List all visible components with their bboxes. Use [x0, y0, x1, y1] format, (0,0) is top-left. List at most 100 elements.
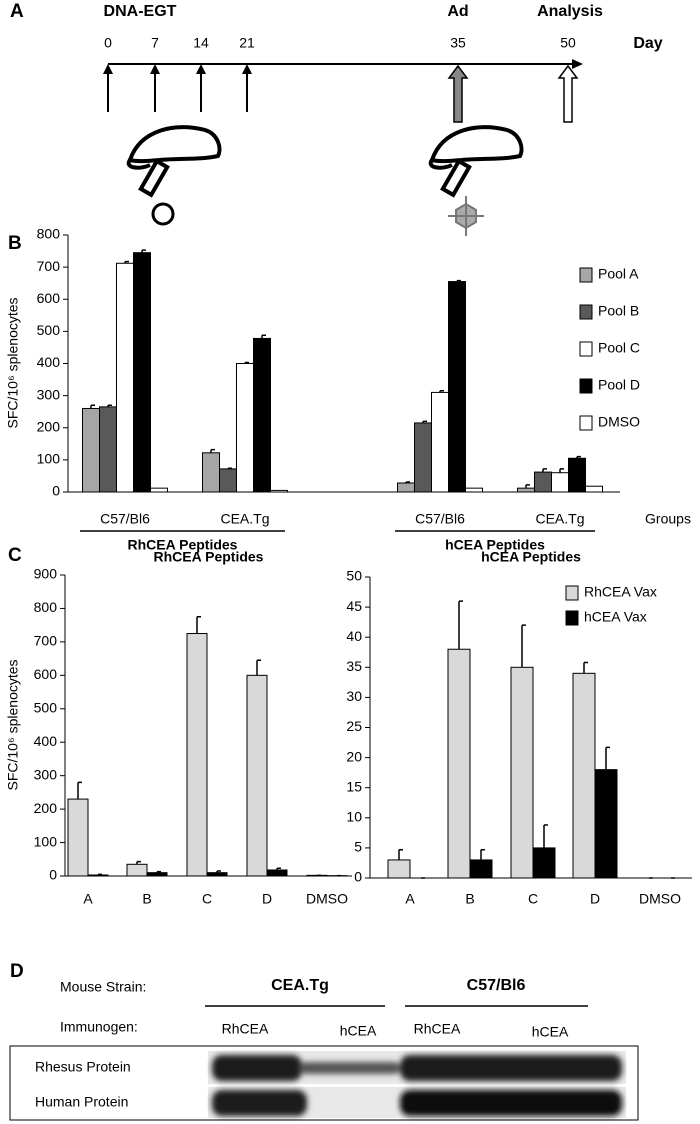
legend-swatch: [565, 610, 579, 626]
blot-row-label: Rhesus Protein: [35, 1059, 131, 1075]
bar: [146, 872, 168, 877]
bar: [469, 859, 493, 879]
chart-title: RhCEA Peptides: [154, 549, 264, 565]
immunogen-header: Immunogen:: [60, 1019, 138, 1035]
error-bar: [542, 468, 547, 473]
strain-header: Mouse Strain:: [60, 979, 146, 995]
error-bar: [256, 659, 261, 676]
mouse-icon: [126, 125, 222, 226]
error-bar: [261, 334, 266, 339]
error-bar: [521, 624, 526, 668]
bar: [206, 872, 228, 877]
error-bar: [90, 404, 95, 409]
y-tick-label: 10: [346, 809, 362, 825]
bar: [532, 847, 556, 879]
x-tick-label: A: [83, 891, 93, 907]
bar: [387, 859, 411, 879]
bar: [236, 363, 254, 493]
block-arrow: [557, 64, 579, 123]
group-label: hCEA Peptides: [445, 537, 545, 553]
y-tick-label: 20: [346, 748, 362, 764]
bar: [572, 672, 596, 879]
bar: [82, 407, 100, 493]
bar: [186, 633, 208, 877]
panel-label: A: [10, 1, 24, 22]
x-tick-label: A: [405, 891, 415, 907]
bar: [266, 869, 288, 877]
error-bar: [156, 870, 161, 873]
y-tick-label: 900: [34, 566, 58, 582]
y-tick-label: 600: [34, 666, 58, 682]
y-tick-label: 200: [37, 418, 61, 434]
day-label: 14: [193, 35, 209, 51]
error-bar: [559, 468, 564, 473]
y-tick-label: 600: [37, 290, 61, 306]
legend-label: Pool A: [598, 266, 639, 282]
x-tick-label: C57/Bl6: [100, 511, 150, 527]
y-tick-label: 40: [346, 628, 362, 644]
timeline-arrowhead: [572, 59, 583, 69]
y-tick-label: 300: [34, 766, 58, 782]
error-bar: [77, 781, 82, 800]
error-bar: [405, 481, 410, 484]
day-label: 7: [151, 35, 159, 51]
legend-swatch: [579, 267, 593, 283]
blot-bands: [212, 1055, 622, 1116]
legend-label: DMSO: [598, 414, 640, 430]
y-tick-label: 35: [346, 658, 362, 674]
error-bar: [458, 600, 463, 650]
bar: [87, 874, 109, 877]
legend-swatch: [579, 415, 593, 431]
error-bar: [525, 484, 530, 489]
bar: [397, 482, 415, 493]
day-label: 0: [104, 35, 112, 51]
mouse-icon: [428, 125, 524, 198]
error-bar: [583, 661, 588, 674]
error-bar: [210, 448, 215, 453]
bar: [133, 252, 151, 493]
error-bar: [543, 824, 548, 848]
y-tick-label: 700: [34, 633, 58, 649]
prime-arrowhead: [103, 64, 113, 74]
bar: [414, 422, 432, 493]
y-tick-label: 50: [346, 568, 362, 584]
bar: [253, 337, 271, 493]
y-tick-label: 0: [49, 867, 57, 883]
y-tick-label: 0: [354, 869, 362, 885]
y-tick-label: 800: [34, 599, 58, 615]
y-tick-label: 30: [346, 688, 362, 704]
y-tick-label: 45: [346, 598, 362, 614]
legend-label: hCEA Vax: [584, 609, 647, 625]
error-bar: [422, 420, 427, 423]
x-tick-label: B: [465, 891, 474, 907]
prime-label: DNA-EGT: [104, 3, 177, 20]
y-tick-label: 100: [34, 833, 58, 849]
x-tick-label: D: [262, 891, 272, 907]
bar: [585, 485, 603, 493]
y-tick-label: 400: [37, 354, 61, 370]
timeline-marks: 0 7 14 21 35 50: [103, 35, 579, 123]
immunogen-label: hCEA: [340, 1023, 377, 1039]
prime-arrowhead: [242, 64, 252, 74]
error-bar: [605, 746, 610, 770]
prime-arrowhead: [196, 64, 206, 74]
y-tick-label: 200: [34, 800, 58, 816]
error-bar: [141, 249, 146, 253]
y-tick-label: 500: [34, 699, 58, 715]
error-bar: [576, 455, 581, 459]
y-tick-label: 0: [52, 483, 60, 499]
error-bar: [107, 404, 112, 407]
x-tick-label: D: [590, 891, 600, 907]
error-bar: [276, 867, 281, 870]
legend-label: RhCEA Vax: [584, 584, 657, 600]
panel-label: C: [8, 545, 22, 566]
legend-swatch: [579, 341, 593, 357]
error-bar: [398, 848, 403, 860]
error-bar: [97, 873, 102, 876]
y-tick-label: 800: [37, 226, 61, 242]
error-bar: [480, 848, 485, 860]
legend-label: Pool D: [598, 377, 640, 393]
day-label: 35: [450, 35, 466, 51]
